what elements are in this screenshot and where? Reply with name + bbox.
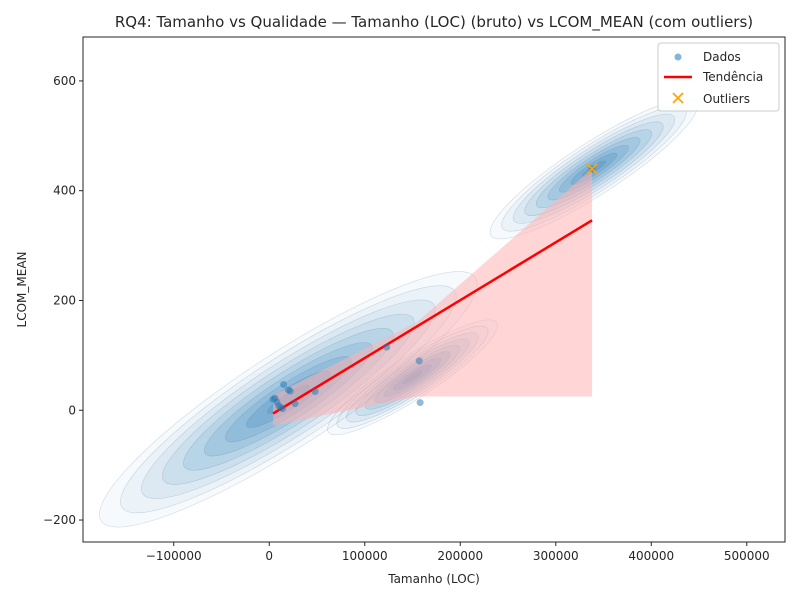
data-point-10 xyxy=(311,388,319,396)
y-tick-label-4: 600 xyxy=(53,74,76,88)
outlier-markers xyxy=(586,163,598,175)
legend-dados-swatch xyxy=(674,53,682,61)
x-tick-label-2: 100000 xyxy=(342,549,388,563)
y-tick-label-1: 0 xyxy=(68,403,76,417)
data-point-11 xyxy=(383,343,391,351)
data-point-9 xyxy=(291,400,299,408)
y-tick-label-2: 200 xyxy=(53,293,76,307)
data-point-8 xyxy=(286,387,294,395)
y-axis-label: LCOM_MEAN xyxy=(15,252,29,328)
trend-line xyxy=(272,219,593,415)
trend-confidence-band xyxy=(273,168,593,426)
chart-title: RQ4: Tamanho vs Qualidade — Tamanho (LOC… xyxy=(115,13,753,32)
y-tick-label-3: 400 xyxy=(53,184,76,198)
legend-box xyxy=(657,42,780,112)
legend-dados-label: Dados xyxy=(703,50,741,64)
legend: Dados Tendência Outliers xyxy=(657,42,780,112)
legend-outliers-label: Outliers xyxy=(703,92,750,106)
y-axis-ticks: −200 0 200 400 600 xyxy=(43,74,83,527)
x-tick-label-4: 300000 xyxy=(533,549,579,563)
trend-line-group xyxy=(272,219,593,415)
data-point-13 xyxy=(416,399,424,407)
legend-tendencia-label: Tendência xyxy=(702,70,763,84)
confidence-band xyxy=(273,168,593,426)
x-tick-label-1: 0 xyxy=(265,549,273,563)
plot-area xyxy=(83,37,785,542)
data-point-5 xyxy=(279,405,287,413)
x-tick-label-0: −100000 xyxy=(146,549,202,563)
x-axis-label: Tamanho (LOC) xyxy=(387,572,480,586)
x-axis-ticks: −100000 0 100000 200000 300000 400000 500000 xyxy=(146,542,770,563)
plot-frame xyxy=(82,36,786,543)
outlier-marker-0 xyxy=(586,163,598,175)
x-tick-label-5: 400000 xyxy=(628,549,674,563)
data-point-12 xyxy=(415,357,423,365)
outlier-stroke-b-0 xyxy=(586,163,598,175)
x-tick-label-3: 200000 xyxy=(437,549,483,563)
data-point-6 xyxy=(280,380,288,388)
y-tick-label-0: −200 xyxy=(43,513,76,527)
x-tick-label-6: 500000 xyxy=(724,549,770,563)
legend-outliers-swatch xyxy=(672,92,684,104)
